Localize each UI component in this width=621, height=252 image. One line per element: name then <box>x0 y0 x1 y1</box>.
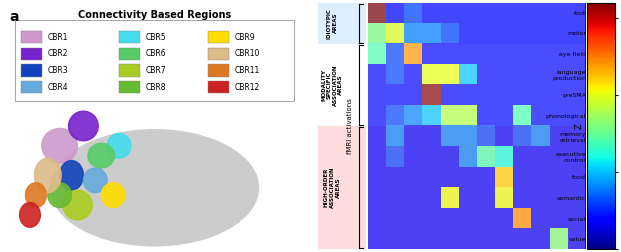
FancyBboxPatch shape <box>15 20 294 101</box>
Ellipse shape <box>107 133 131 158</box>
Ellipse shape <box>83 168 107 193</box>
Text: CBR5: CBR5 <box>146 33 166 42</box>
FancyBboxPatch shape <box>208 31 229 43</box>
FancyBboxPatch shape <box>208 64 229 77</box>
Bar <box>368 44 584 126</box>
FancyBboxPatch shape <box>119 48 140 60</box>
Ellipse shape <box>20 203 40 227</box>
FancyBboxPatch shape <box>119 64 140 77</box>
Text: CBR4: CBR4 <box>48 83 68 92</box>
Bar <box>368 3 584 44</box>
Text: CBR11: CBR11 <box>235 66 260 75</box>
FancyBboxPatch shape <box>208 48 229 60</box>
Bar <box>318 3 366 44</box>
Ellipse shape <box>51 130 258 246</box>
Text: MODALITY
SPECIFIC
ASSOCIATION
AREAS: MODALITY SPECIFIC ASSOCIATION AREAS <box>321 64 343 106</box>
Text: CBR12: CBR12 <box>235 83 260 92</box>
Ellipse shape <box>101 183 125 207</box>
Ellipse shape <box>60 161 83 190</box>
FancyBboxPatch shape <box>208 81 229 93</box>
Ellipse shape <box>88 143 114 168</box>
FancyBboxPatch shape <box>21 31 42 43</box>
Ellipse shape <box>42 129 78 163</box>
FancyBboxPatch shape <box>21 48 42 60</box>
FancyBboxPatch shape <box>21 81 42 93</box>
Ellipse shape <box>34 158 61 193</box>
Text: Connectivity Based Regions: Connectivity Based Regions <box>78 10 231 20</box>
Text: CBR10: CBR10 <box>235 49 260 58</box>
Ellipse shape <box>25 183 47 207</box>
Text: CBR9: CBR9 <box>235 33 255 42</box>
Ellipse shape <box>63 190 93 220</box>
Bar <box>318 44 366 126</box>
Ellipse shape <box>48 183 71 207</box>
Text: CBR1: CBR1 <box>48 33 68 42</box>
Text: CBR7: CBR7 <box>146 66 166 75</box>
Text: fMRI activations: fMRI activations <box>347 98 353 154</box>
Text: b: b <box>321 10 331 24</box>
Text: a: a <box>9 10 19 24</box>
FancyBboxPatch shape <box>119 81 140 93</box>
Text: CBR3: CBR3 <box>48 66 68 75</box>
Ellipse shape <box>68 111 98 141</box>
Y-axis label: Z: Z <box>575 123 584 129</box>
Text: IDIOTYPIC
AREAS: IDIOTYPIC AREAS <box>327 8 338 39</box>
Bar <box>368 126 584 249</box>
FancyBboxPatch shape <box>119 31 140 43</box>
Bar <box>318 126 366 249</box>
Text: CBR8: CBR8 <box>146 83 166 92</box>
Text: HIGH-ORDER
ASSOCIATION
AREAS: HIGH-ORDER ASSOCIATION AREAS <box>324 167 340 208</box>
Text: CBR6: CBR6 <box>146 49 166 58</box>
Text: CBR2: CBR2 <box>48 49 68 58</box>
FancyBboxPatch shape <box>21 64 42 77</box>
